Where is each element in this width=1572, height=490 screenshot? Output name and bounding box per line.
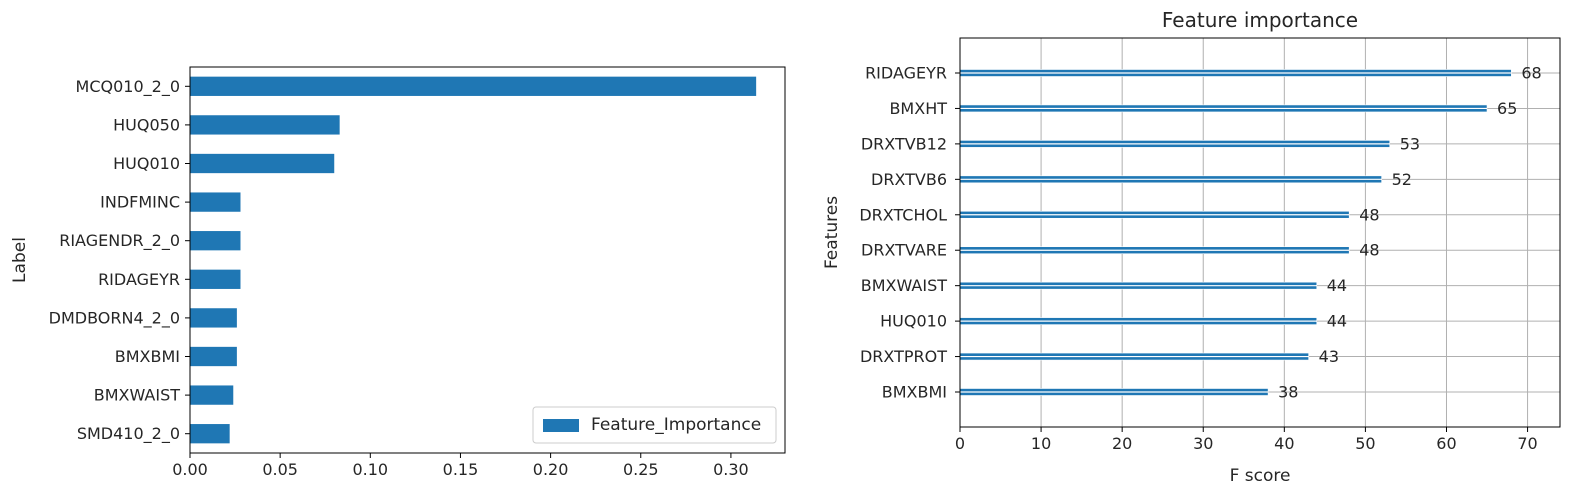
- data-label: 65: [1497, 99, 1517, 118]
- bar-smd410_2_0: [190, 424, 230, 444]
- data-label: 43: [1319, 347, 1339, 366]
- y-tick-label: RIDAGEYR: [865, 64, 947, 83]
- data-label: 53: [1400, 134, 1420, 153]
- x-axis-label: F score: [1230, 466, 1291, 486]
- y-tick-label: RIDAGEYR: [98, 270, 180, 289]
- bar-bmxbmi: [190, 346, 237, 367]
- x-tick-label: 60: [1436, 434, 1456, 453]
- y-tick-label: HUQ050: [113, 115, 180, 134]
- bar-bmxwaist: [190, 385, 234, 405]
- y-tick-label: HUQ010: [113, 154, 180, 173]
- x-tick-label: 50: [1355, 434, 1375, 453]
- x-tick-label: 0.20: [533, 460, 569, 479]
- legend-label: Feature_Importance: [591, 415, 761, 435]
- y-tick-label: BMXWAIST: [861, 276, 948, 295]
- data-label: 48: [1359, 241, 1379, 260]
- plot-frame: [959, 37, 1561, 428]
- bar-ridageyr: [190, 269, 241, 289]
- chart-title: Feature importance: [1162, 8, 1358, 32]
- x-tick-label: 0.05: [262, 460, 298, 479]
- y-tick-label: MCQ010_2_0: [76, 77, 180, 97]
- y-axis-label: Label: [10, 237, 30, 283]
- y-tick-label: INDFMINC: [100, 193, 180, 212]
- left-bar-chart: MCQ010_2_0 HUQ050 HUQ010 INDFMINC RIAGENDR_2…: [10, 66, 786, 479]
- x-tick-label: 0.00: [172, 460, 208, 479]
- bar-dmdborn4_2_0: [190, 308, 237, 328]
- data-label: 44: [1327, 312, 1347, 331]
- plot-frame: [189, 66, 786, 454]
- y-tick-label: BMXBMI: [882, 383, 947, 402]
- y-tick-label: DRXTVB6: [871, 170, 947, 189]
- x-tick-label: 10: [1031, 434, 1051, 453]
- x-tick-label: 0.30: [713, 460, 749, 479]
- x-tick-label: 70: [1517, 434, 1537, 453]
- data-label: 44: [1327, 276, 1347, 295]
- y-tick-label: HUQ010: [880, 312, 947, 331]
- y-tick-label: BMXBMI: [115, 347, 180, 366]
- y-tick-label: BMXWAIST: [94, 386, 181, 405]
- x-tick-label: 0: [955, 434, 965, 453]
- x-tick-label: 20: [1112, 434, 1132, 453]
- data-label: 68: [1521, 64, 1541, 83]
- y-axis-label: Features: [822, 196, 842, 269]
- x-tick-label: 40: [1274, 434, 1294, 453]
- y-tick-label: DRXTCHOL: [859, 205, 947, 224]
- bar-huq050: [190, 115, 340, 135]
- y-tick-label: DRXTVB12: [861, 134, 947, 153]
- y-tick-label: DRXTVARE: [861, 241, 947, 260]
- bar-mcq010_2_0: [190, 76, 757, 96]
- y-tick-label: DRXTPROT: [860, 347, 947, 366]
- legend-swatch: [543, 419, 579, 432]
- y-tick-label: SMD410_2_0: [77, 424, 180, 444]
- x-tick-label: 0.25: [623, 460, 659, 479]
- y-tick-label: RIAGENDR_2_0: [59, 231, 180, 251]
- x-tick-label: 30: [1193, 434, 1213, 453]
- y-tick-label: DMDBORN4_2_0: [49, 308, 180, 328]
- legend-box: [532, 406, 777, 444]
- legend: Feature_Importance: [532, 406, 777, 444]
- bar-huq010: [190, 153, 335, 174]
- x-tick-label: 0.15: [443, 460, 479, 479]
- data-label: 48: [1359, 205, 1379, 224]
- data-label: 38: [1278, 383, 1298, 402]
- bar-riagendr_2_0: [190, 231, 241, 251]
- x-tick-label: 0.10: [352, 460, 388, 479]
- data-label: 52: [1392, 170, 1412, 189]
- bar-indfminc: [190, 192, 241, 212]
- y-tick-label: BMXHT: [889, 99, 947, 118]
